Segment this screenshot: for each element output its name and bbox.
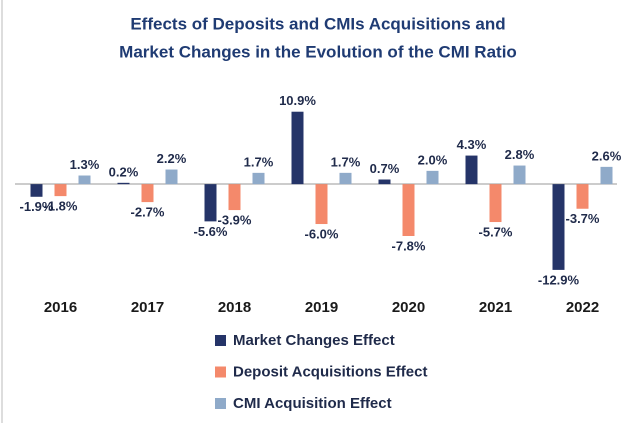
value-label: 1.7% [331, 154, 361, 169]
x-tick-label: 2018 [218, 299, 251, 316]
bar [465, 155, 478, 185]
bar [576, 184, 589, 209]
bar [402, 184, 415, 236]
bar [117, 182, 130, 185]
value-label: 4.3% [457, 137, 487, 152]
bar [426, 170, 439, 185]
value-label: -5.7% [479, 224, 513, 239]
bar [252, 172, 265, 185]
bar [165, 169, 178, 185]
x-tick-label: 2022 [566, 299, 599, 316]
chart-title: Effects of Deposits and CMIs Acquisition… [130, 14, 505, 33]
value-label: -3.9% [218, 213, 252, 228]
value-label: 2.6% [592, 148, 622, 163]
bar [600, 166, 613, 185]
value-label: -7.8% [392, 238, 426, 253]
bar [30, 184, 43, 197]
value-label: 1.3% [70, 157, 100, 172]
bar [339, 172, 352, 185]
legend-label: CMI Acquisition Effect [233, 395, 392, 412]
value-label: 2.0% [418, 152, 448, 167]
bar [291, 111, 304, 185]
x-tick-label: 2020 [392, 299, 425, 316]
x-tick-label: 2017 [131, 299, 164, 316]
value-label: -1.9% [20, 199, 54, 214]
bar [141, 184, 154, 203]
bar [54, 184, 67, 197]
value-label: 10.9% [279, 93, 316, 108]
bar [378, 179, 391, 185]
value-label: -2.7% [131, 205, 165, 220]
x-tick-label: 2021 [479, 299, 512, 316]
bar [78, 175, 91, 185]
value-label: 2.8% [505, 147, 535, 162]
chart-title: Market Changes in the Evolution of the C… [119, 42, 517, 61]
value-label: -1.8% [44, 199, 78, 214]
bar [552, 184, 565, 270]
bar [204, 184, 217, 222]
value-label: -6.0% [305, 226, 339, 241]
value-label: -5.6% [194, 224, 228, 239]
legend-swatch [215, 398, 226, 409]
value-label: 0.2% [109, 164, 139, 179]
bar [513, 165, 526, 185]
legend-label: Deposit Acquisitions Effect [233, 363, 427, 380]
value-label: 0.7% [370, 161, 400, 176]
legend-swatch [215, 366, 226, 378]
bar [489, 184, 502, 223]
value-label: -3.7% [566, 211, 600, 226]
value-label: -12.9% [538, 272, 580, 287]
bar [315, 184, 328, 225]
value-label: 1.7% [244, 154, 274, 169]
x-tick-label: 2019 [305, 299, 338, 316]
bar [228, 184, 241, 211]
legend-label: Market Changes Effect [233, 332, 395, 349]
legend-swatch [215, 335, 226, 346]
x-tick-label: 2016 [44, 299, 77, 316]
value-label: 2.2% [157, 151, 187, 166]
